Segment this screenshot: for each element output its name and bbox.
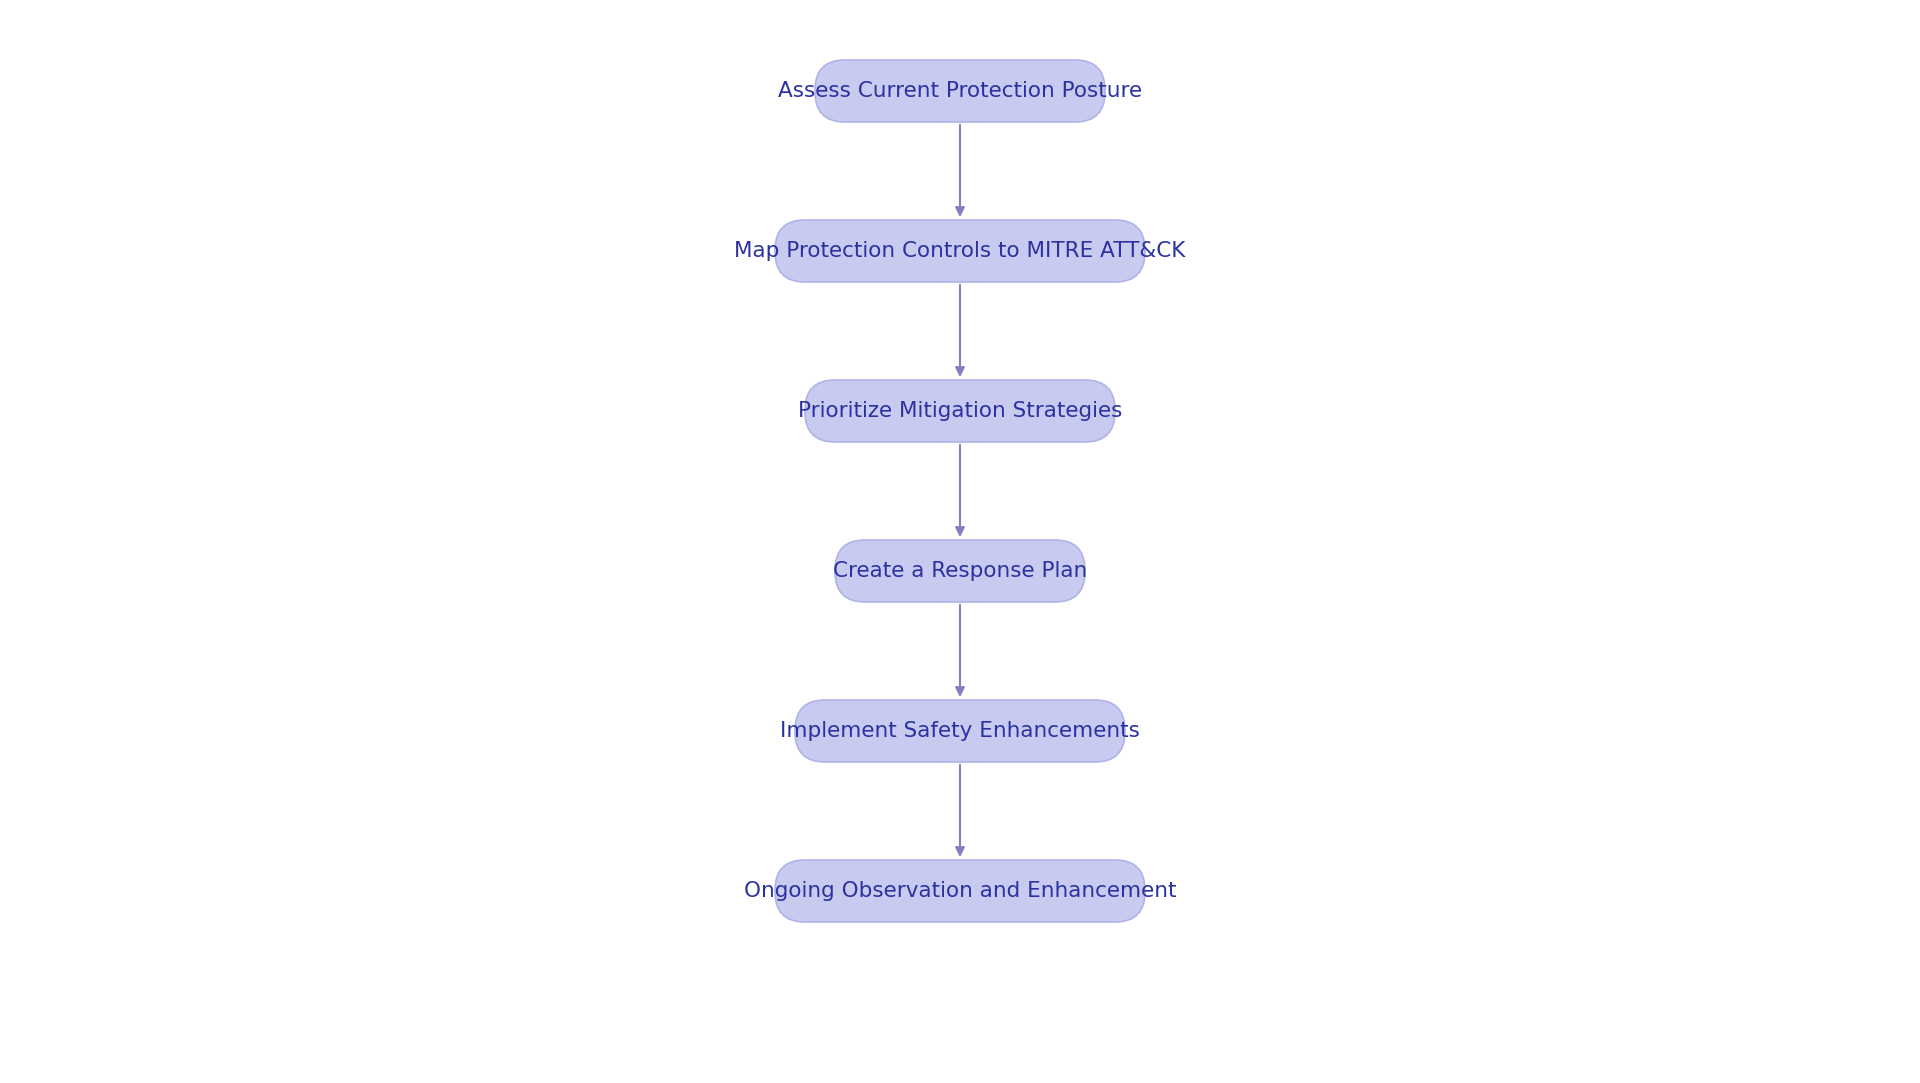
FancyBboxPatch shape [776, 220, 1144, 282]
FancyBboxPatch shape [804, 380, 1116, 442]
Text: Map Protection Controls to MITRE ATT&CK: Map Protection Controls to MITRE ATT&CK [733, 242, 1187, 261]
FancyBboxPatch shape [814, 60, 1106, 122]
Text: Assess Current Protection Posture: Assess Current Protection Posture [778, 81, 1142, 101]
Text: Prioritize Mitigation Strategies: Prioritize Mitigation Strategies [799, 401, 1121, 421]
Text: Ongoing Observation and Enhancement: Ongoing Observation and Enhancement [743, 880, 1177, 901]
FancyBboxPatch shape [795, 700, 1125, 762]
FancyBboxPatch shape [776, 860, 1144, 922]
FancyBboxPatch shape [835, 540, 1085, 602]
Text: Create a Response Plan: Create a Response Plan [833, 561, 1087, 580]
Text: Implement Safety Enhancements: Implement Safety Enhancements [780, 721, 1140, 741]
